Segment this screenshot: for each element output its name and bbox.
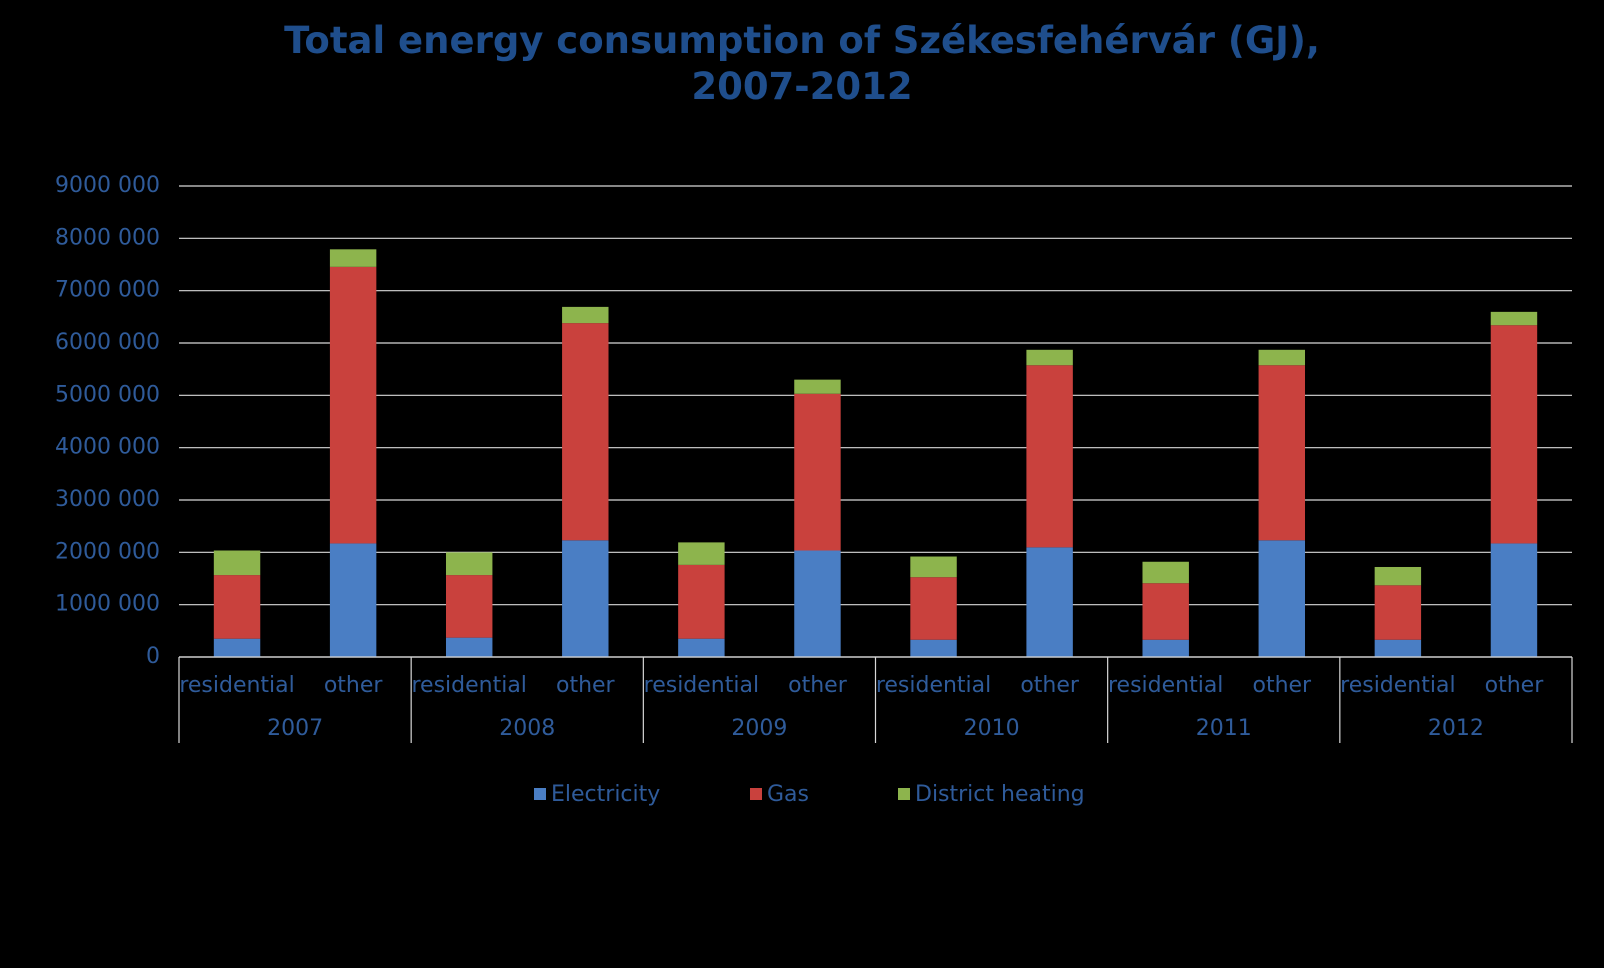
y-tick-label: 1000 000 — [55, 592, 160, 617]
x-tick-label: residential — [644, 673, 759, 698]
bar-segment — [1142, 639, 1189, 657]
x-tick-label: other — [1020, 673, 1080, 698]
bar-segment — [562, 323, 609, 541]
y-tick-label: 9000 000 — [55, 173, 160, 198]
group-label: 2012 — [1428, 716, 1484, 741]
legend-label: Gas — [767, 782, 809, 807]
bar-segment — [794, 550, 841, 657]
bar-segment — [1026, 349, 1073, 366]
bar-segment — [562, 540, 609, 657]
bar-segment — [445, 637, 493, 657]
bar-segment — [678, 542, 725, 565]
bar-segment — [213, 575, 261, 639]
bar-segment — [1026, 365, 1073, 548]
x-tick-label: residential — [876, 673, 991, 698]
bar-segment — [1374, 585, 1422, 640]
y-tick-label: 2000 000 — [55, 539, 160, 564]
y-tick-label: 0 — [146, 644, 160, 669]
bar-segment — [213, 638, 261, 657]
bar-segment — [213, 550, 261, 576]
bar-segment — [910, 639, 957, 657]
bar-segment — [910, 577, 957, 640]
bar-segment — [1258, 540, 1306, 657]
bar-segment — [794, 379, 841, 394]
x-tick-label: residential — [179, 673, 294, 698]
legend-swatch — [750, 788, 762, 800]
y-tick-label: 6000 000 — [55, 330, 160, 355]
legend-swatch — [898, 788, 910, 800]
bar-segment — [1490, 543, 1538, 657]
y-tick-label: 4000 000 — [55, 435, 160, 460]
x-tick-label: other — [324, 673, 384, 698]
y-tick-label: 3000 000 — [55, 487, 160, 512]
x-tick-label: residential — [1340, 673, 1455, 698]
bar-segment — [678, 564, 725, 639]
group-label: 2008 — [499, 716, 555, 741]
group-label: 2011 — [1196, 716, 1252, 741]
x-tick-label: residential — [1108, 673, 1223, 698]
legend-label: District heating — [915, 782, 1085, 807]
bar-segment — [562, 306, 609, 324]
bar-segment — [1026, 547, 1073, 657]
group-label: 2007 — [267, 716, 323, 741]
legend-swatch — [534, 788, 546, 800]
bar-segment — [678, 638, 725, 657]
bar-segment — [1142, 561, 1189, 584]
bar-segment — [329, 249, 377, 267]
x-tick-label: residential — [411, 673, 526, 698]
bar-segment — [1374, 639, 1422, 657]
bar-segment — [1490, 325, 1538, 544]
y-tick-label: 8000 000 — [55, 225, 160, 250]
bar-segment — [329, 266, 377, 544]
group-label: 2010 — [964, 716, 1020, 741]
chart-title: Total energy consumption of Székesfehérv… — [284, 19, 1320, 108]
x-tick-label: other — [1252, 673, 1312, 698]
group-label: 2009 — [731, 716, 787, 741]
bar-segment — [794, 393, 841, 551]
bar-segment — [1258, 365, 1306, 541]
bar-segment — [1258, 349, 1306, 366]
x-tick-label: other — [788, 673, 848, 698]
bar-segment — [910, 556, 957, 578]
bar-segment — [445, 552, 493, 576]
bar-segment — [329, 543, 377, 657]
y-tick-label: 7000 000 — [55, 278, 160, 303]
x-tick-label: other — [1485, 673, 1545, 698]
y-tick-label: 5000 000 — [55, 382, 160, 407]
bar-segment — [1490, 311, 1538, 326]
legend-label: Electricity — [551, 782, 660, 807]
bar-segment — [1374, 566, 1422, 586]
x-tick-label: other — [556, 673, 616, 698]
bar-segment — [445, 575, 493, 638]
bar-segment — [1142, 583, 1189, 640]
